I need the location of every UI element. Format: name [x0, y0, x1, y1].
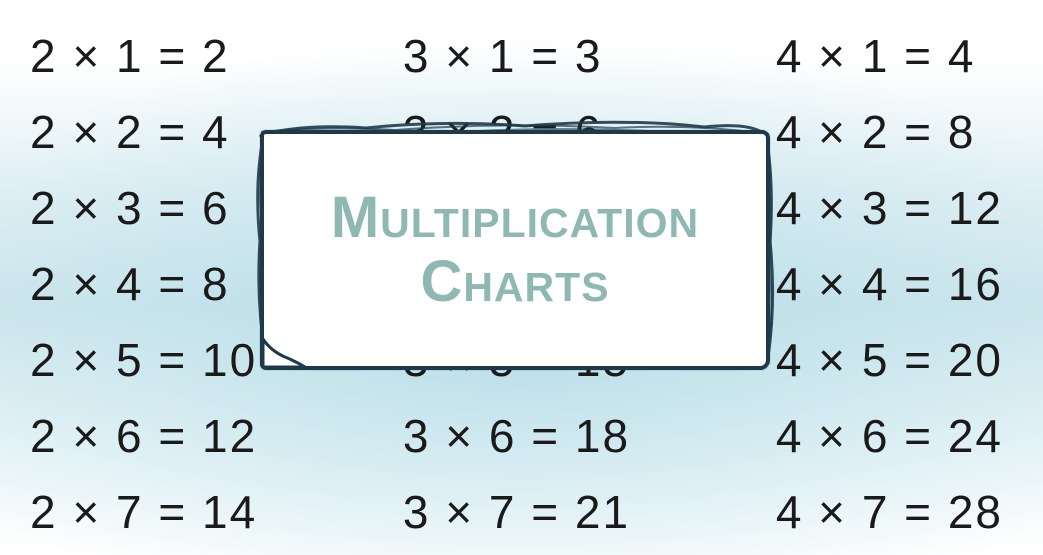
- equation: 3 × 7 = 21: [403, 474, 630, 550]
- equation: 4 × 1 = 4: [776, 18, 1003, 94]
- equation: 2 × 6 = 12: [30, 398, 257, 474]
- equation: 2 × 4 = 8: [30, 246, 257, 322]
- equation: 4 × 6 = 24: [776, 398, 1003, 474]
- title-line-2: Charts: [331, 250, 699, 314]
- times-table-col-4: 4 × 1 = 4 4 × 2 = 8 4 × 3 = 12 4 × 4 = 1…: [776, 18, 1003, 555]
- equation: 4 × 2 = 8: [776, 94, 1003, 170]
- title-line-1: Multiplication: [331, 186, 699, 250]
- paper-card: Multiplication Charts: [260, 130, 770, 370]
- equation: 2 × 3 = 6: [30, 170, 257, 246]
- equation: 4 × 7 = 28: [776, 474, 1003, 550]
- equation: 2 × 5 = 10: [30, 322, 257, 398]
- equation: 2 × 1 = 2: [30, 18, 257, 94]
- equation: 4 × 4 = 16: [776, 246, 1003, 322]
- equation: 4 × 5 = 20: [776, 322, 1003, 398]
- equation: 2 × 2 = 4: [30, 94, 257, 170]
- equation: 4 × 3 = 12: [776, 170, 1003, 246]
- title-card: Multiplication Charts: [260, 130, 770, 370]
- times-table-col-2: 2 × 1 = 2 2 × 2 = 4 2 × 3 = 6 2 × 4 = 8 …: [30, 18, 257, 555]
- equation: 3 × 6 = 18: [403, 398, 630, 474]
- equation: 2 × 7 = 14: [30, 474, 257, 550]
- page-fold-icon: [261, 331, 307, 369]
- card-title: Multiplication Charts: [331, 186, 699, 314]
- equation: 3 × 1 = 3: [403, 18, 630, 94]
